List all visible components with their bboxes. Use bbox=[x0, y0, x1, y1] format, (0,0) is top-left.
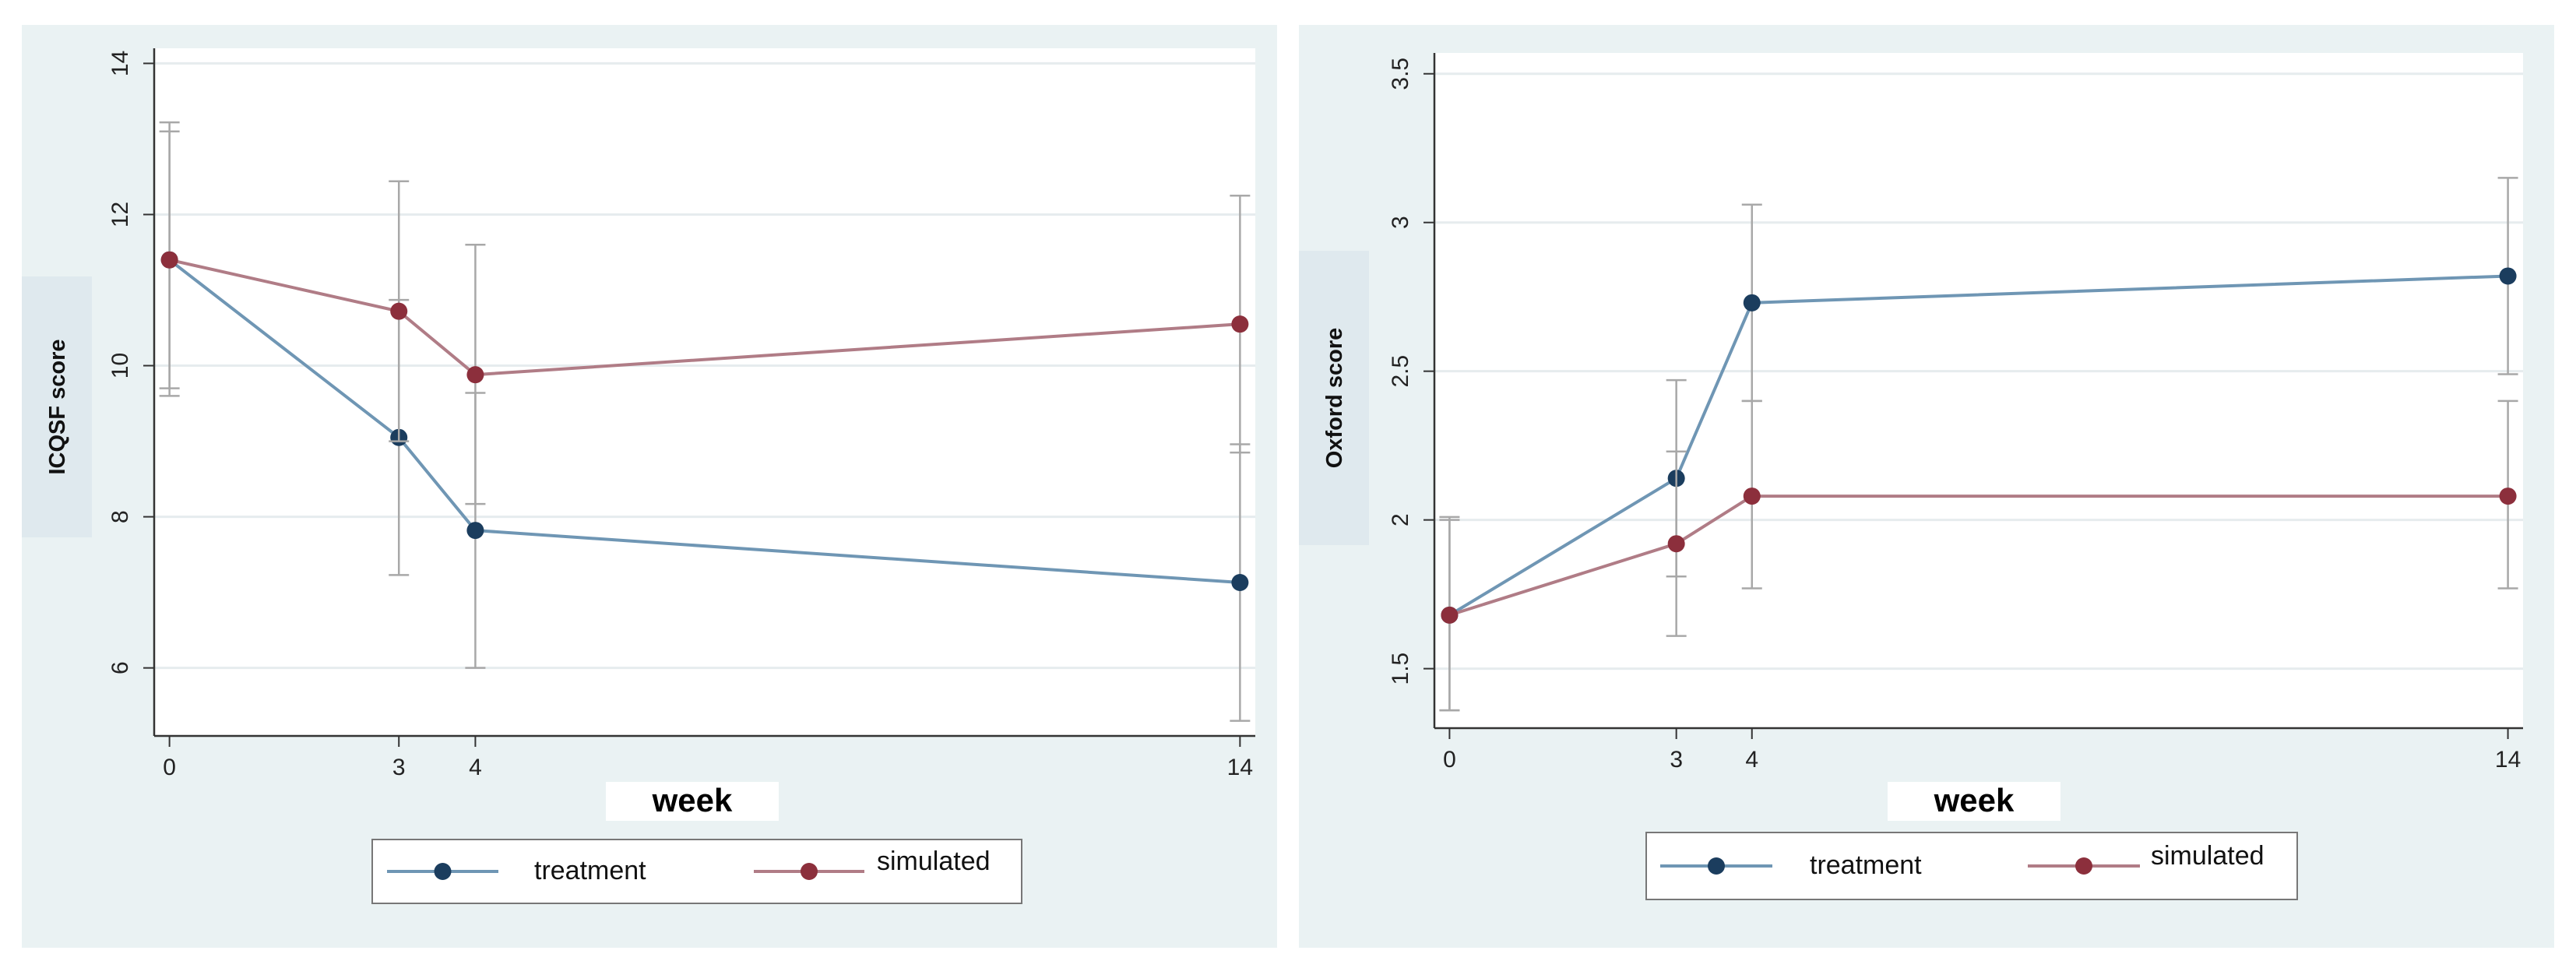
x-tick-label: 4 bbox=[1745, 747, 1758, 773]
legend-label: treatment bbox=[1810, 850, 1922, 880]
series-line bbox=[169, 258, 1240, 377]
data-point bbox=[1231, 315, 1249, 333]
legend-label: simulated bbox=[2151, 841, 2265, 871]
plot-area bbox=[154, 48, 1255, 736]
y-tick-label: 2.5 bbox=[1388, 355, 1413, 388]
series-simulated bbox=[159, 130, 1251, 505]
x-tick-label: 3 bbox=[1670, 747, 1683, 773]
x-tick-label: 0 bbox=[163, 755, 176, 780]
legend-item-treatment: treatment bbox=[387, 856, 646, 885]
legend-item-treatment: treatment bbox=[1660, 850, 1922, 880]
x-tick-label: 14 bbox=[2495, 747, 2521, 773]
plot-area bbox=[1434, 53, 2523, 728]
y-tick-label: 3.5 bbox=[1388, 58, 1413, 90]
y-tick-label: 10 bbox=[107, 353, 133, 378]
data-point bbox=[466, 366, 484, 384]
legend-marker bbox=[2075, 857, 2092, 875]
legend-marker bbox=[434, 863, 452, 880]
data-point bbox=[1231, 574, 1249, 592]
x-tick-label: 0 bbox=[1443, 747, 1456, 773]
y-tick-label: 6 bbox=[107, 661, 133, 674]
x-axis-label: week bbox=[652, 782, 733, 818]
y-tick-label: 2 bbox=[1388, 513, 1413, 526]
legend: treatment simulated bbox=[371, 839, 1022, 904]
x-tick-label: 3 bbox=[392, 755, 406, 780]
data-point bbox=[466, 522, 484, 540]
data-point bbox=[2499, 267, 2517, 285]
x-tick-label: 4 bbox=[469, 755, 482, 780]
x-axis-label-box bbox=[606, 782, 779, 821]
chart-panel-1: 6 8 10 12 14 0 3 4 14 ICQSF score week treatment sim… bbox=[22, 25, 1277, 948]
legend: treatment simulated bbox=[1645, 832, 2298, 900]
data-point bbox=[2499, 488, 2517, 505]
y-axis-label-box bbox=[22, 276, 92, 537]
chart-panel-2: 1.5 2 2.5 3 3.5 0 3 4 14 Oxford score week treatmen… bbox=[1299, 25, 2554, 948]
y-tick-label: 3 bbox=[1388, 216, 1413, 229]
legend-marker bbox=[801, 863, 818, 880]
legend-label: simulated bbox=[877, 847, 991, 876]
y-axis-label-box bbox=[1299, 251, 1369, 545]
series-simulated bbox=[1439, 400, 2518, 712]
y-axis-label: ICQSF score bbox=[45, 339, 70, 474]
data-point bbox=[390, 302, 408, 320]
series-line bbox=[168, 259, 1240, 585]
series-line bbox=[1448, 495, 2508, 617]
legend-item-simulated: simulated bbox=[2028, 841, 2265, 875]
legend-marker bbox=[1708, 857, 1725, 875]
data-point bbox=[1441, 606, 1459, 624]
data-point bbox=[1743, 294, 1761, 312]
y-tick-label: 12 bbox=[107, 202, 133, 227]
data-point bbox=[160, 251, 178, 269]
x-tick-label: 14 bbox=[1227, 755, 1253, 780]
data-point bbox=[1743, 488, 1761, 505]
legend-item-simulated: simulated bbox=[754, 847, 991, 880]
x-axis-label: week bbox=[1934, 782, 2015, 818]
x-axis-label-box bbox=[1888, 782, 2060, 821]
legend-label: treatment bbox=[534, 856, 646, 885]
y-axis-label: Oxford score bbox=[1322, 328, 1347, 469]
series-line bbox=[1448, 274, 2508, 617]
y-tick-label: 14 bbox=[107, 51, 133, 76]
y-tick-label: 1.5 bbox=[1388, 653, 1413, 685]
data-point bbox=[1667, 535, 1685, 553]
y-tick-label: 8 bbox=[107, 510, 133, 523]
